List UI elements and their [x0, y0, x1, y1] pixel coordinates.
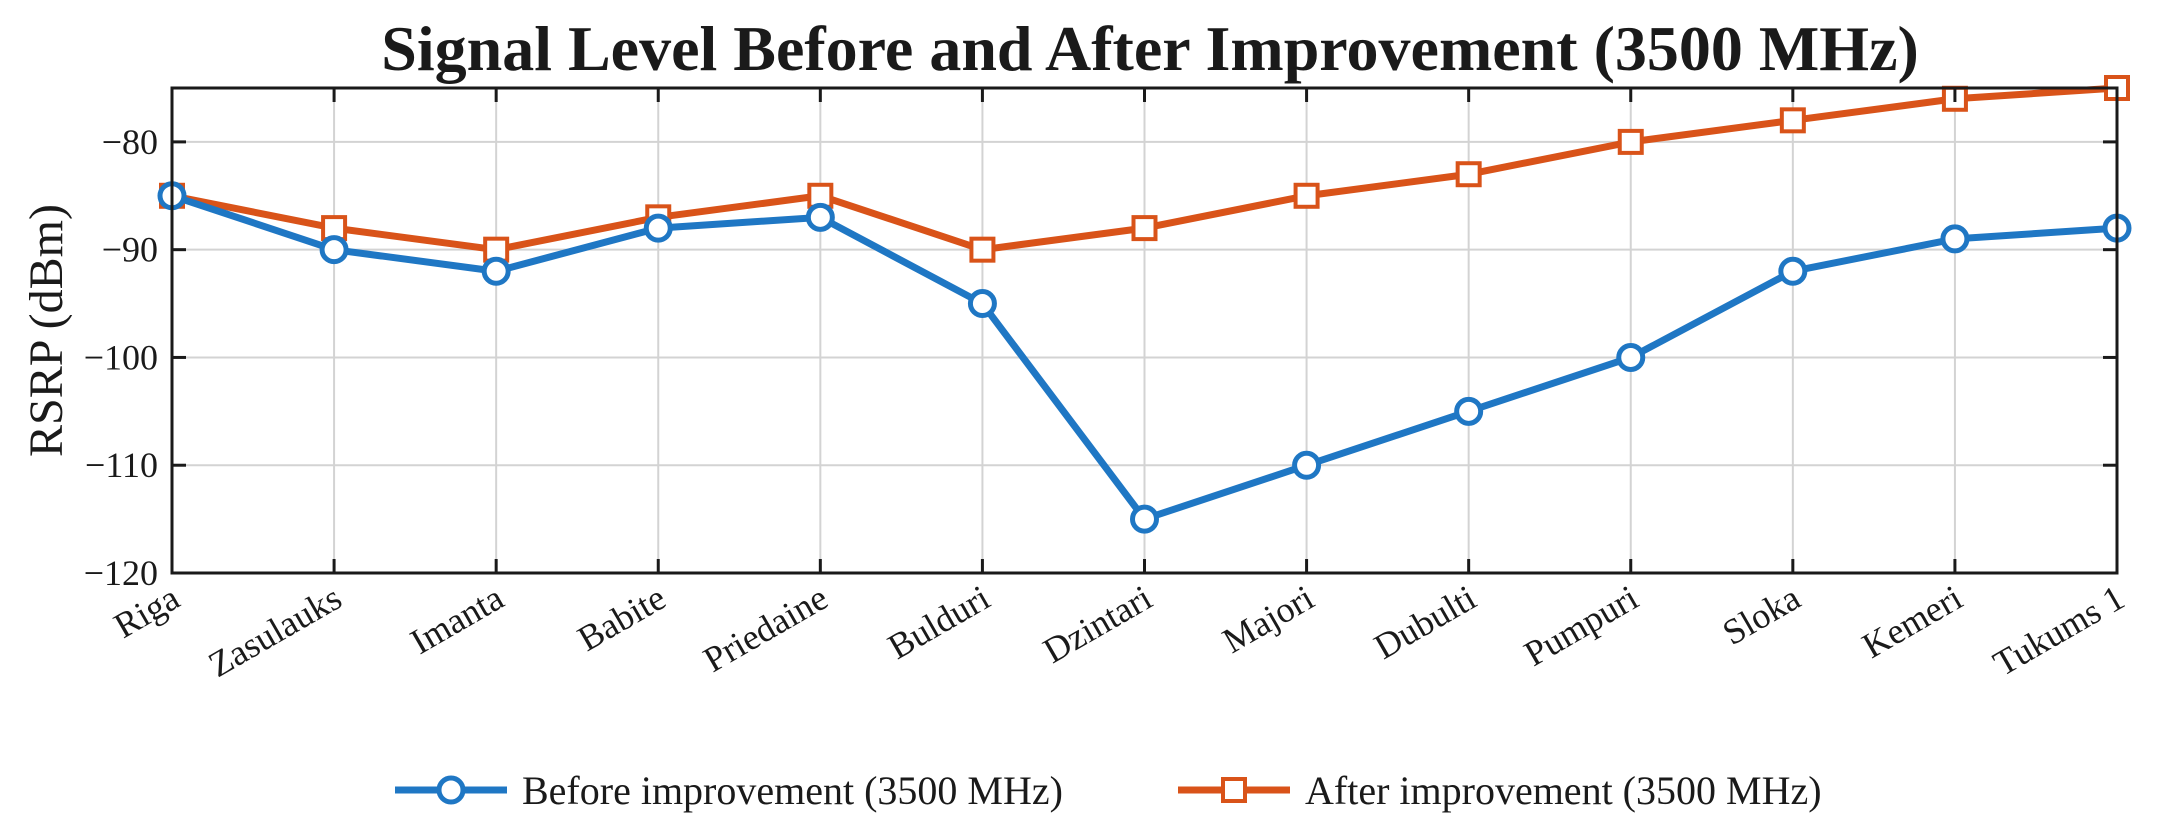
y-tick-label: −110: [85, 445, 158, 485]
y-tick-label: −100: [84, 337, 158, 377]
x-axis-ticks: Riga Zasulauks Imanta Babite Priedaine Buldur…: [107, 88, 2131, 685]
y-tick-label: −90: [102, 230, 158, 270]
data-point: [643, 213, 673, 243]
data-point: [1616, 342, 1646, 372]
y-tick-label: −120: [84, 553, 158, 593]
data-point: [481, 256, 511, 286]
data-point: [805, 202, 835, 232]
x-tick-label: Majori: [1216, 577, 1321, 661]
x-tick-label: Tukums 1: [1987, 577, 2131, 684]
data-point: [967, 289, 997, 319]
data-point: [1454, 396, 1484, 426]
x-tick-label: Dzintari: [1036, 577, 1158, 671]
legend-item: After improvement (3500 MHz): [1178, 768, 1822, 813]
x-tick-label: Imanta: [404, 577, 511, 662]
y-axis-ticks: −80 −90 −100 −110 −120: [84, 122, 2117, 593]
chart-title: Signal Level Before and After Improvemen…: [381, 13, 1919, 84]
x-tick-label: Pumpuri: [1517, 577, 1644, 674]
legend-item: Before improvement (3500 MHz): [395, 768, 1063, 813]
x-tick-label: Babite: [571, 577, 672, 659]
grid: [172, 88, 2117, 573]
data-point: [319, 235, 349, 265]
legend-marker: [1221, 777, 1247, 803]
x-tick-label: Sloka: [1716, 577, 1807, 653]
x-tick-label: Kemeri: [1855, 577, 1968, 666]
data-point: [1293, 182, 1320, 209]
data-point: [1292, 450, 1322, 480]
legend-label: After improvement (3500 MHz): [1305, 768, 1822, 813]
x-tick-label: Bulduri: [881, 577, 996, 667]
data-point: [1130, 504, 1159, 534]
y-axis-label: RSRP (dBm): [20, 204, 73, 457]
legend-label: Before improvement (3500 MHz): [522, 768, 1063, 813]
legend-marker: [436, 775, 466, 805]
x-tick-label: Zasulauks: [202, 577, 348, 685]
data-point: [1455, 161, 1482, 188]
x-tick-label: Priedaine: [697, 577, 835, 680]
data-point: [1778, 256, 1808, 286]
data-point: [1617, 128, 1644, 155]
data-point: [1940, 224, 1970, 254]
data-point: [969, 236, 996, 263]
data-point: [1779, 107, 1806, 134]
y-tick-label: −80: [102, 122, 158, 162]
legend: Before improvement (3500 MHz) After impro…: [395, 768, 1822, 813]
x-tick-label: Dubulti: [1367, 577, 1482, 667]
data-point: [1131, 215, 1158, 242]
